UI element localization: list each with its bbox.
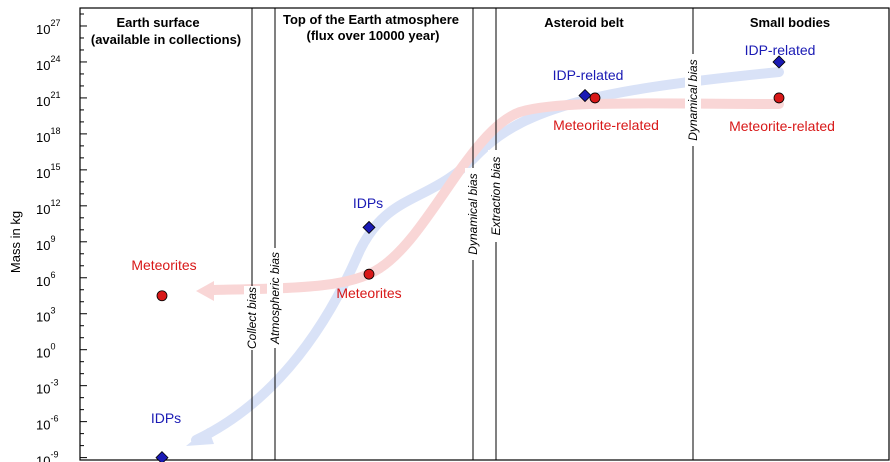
meteorite-flow-arrow (209, 98, 784, 295)
bias-label-atmospheric-text: Atmospheric bias (268, 252, 282, 345)
meteorite-marker (156, 290, 168, 302)
y-tick-label: 1021 (36, 90, 60, 109)
y-tick-label: 1012 (36, 198, 60, 217)
label-idp-related-small: IDP-related (745, 42, 816, 58)
idp-marker (772, 55, 786, 69)
bias-label-collect: Collect bias (244, 286, 260, 350)
bias-label-dynamical-2: Dynamical bias (685, 54, 701, 146)
bias-label-atmospheric: Atmospheric bias (267, 248, 283, 348)
idp-marker (578, 88, 592, 103)
bias-label-dynamical-1: Dynamical bias (465, 168, 481, 260)
label-meteorite-related-small: Meteorite-related (729, 118, 835, 134)
plot-frame (79, 7, 890, 461)
label-idps-atmosphere: IDPs (353, 195, 383, 211)
y-tick-label: 10-6 (36, 414, 58, 433)
region-title-earth-surface: Earth surface (116, 15, 199, 30)
label-idp-related-asteroid: IDP-related (553, 67, 624, 83)
y-axis-ticks: 1027 1024 1021 1018 1015 1012 109 106 103 100 10-3… (36, 13, 87, 462)
y-tick-label: 1015 (36, 162, 60, 181)
bias-label-extraction: Extraction bias (488, 150, 504, 242)
region-title-top-atmosphere: Top of the Earth atmosphere (283, 12, 459, 27)
bias-label-extraction-text: Extraction bias (489, 157, 503, 236)
label-meteorites-atmosphere: Meteorites (336, 285, 401, 301)
bias-label-collect-text: Collect bias (245, 287, 259, 349)
region-title-asteroid-belt: Asteroid belt (544, 15, 624, 30)
label-meteorite-related-asteroid: Meteorite-related (553, 117, 659, 133)
y-tick-label: 10-9 (36, 450, 58, 462)
y-tick-label: 1018 (36, 126, 60, 145)
y-tick-label: 103 (36, 306, 55, 325)
meteorite-marker (773, 92, 785, 104)
region-subtitle-top-atmosphere: (flux over 10000 year) (307, 28, 440, 43)
label-idps-earth: IDPs (151, 410, 181, 426)
idp-marker (362, 220, 376, 234)
y-axis-label: Mass in kg (8, 211, 23, 273)
meteorite-marker (589, 92, 601, 104)
y-tick-label: 109 (36, 234, 55, 253)
y-tick-label: 10-3 (36, 378, 58, 397)
idp-marker (155, 451, 169, 462)
bias-label-dynamical-1-text: Dynamical bias (466, 173, 480, 254)
region-subtitle-earth-surface: (available in collections) (91, 32, 241, 47)
idp-flow-arrowhead (186, 428, 214, 446)
bias-label-dynamical-2-text: Dynamical bias (686, 59, 700, 140)
y-tick-label: 1024 (36, 54, 60, 73)
label-meteorites-earth: Meteorites (131, 257, 196, 273)
meteorite-marker (363, 268, 375, 280)
y-tick-label: 100 (36, 342, 55, 361)
y-tick-label: 106 (36, 270, 55, 289)
data-markers (155, 55, 786, 462)
y-tick-label: 1027 (36, 18, 60, 37)
idp-flow-arrow (191, 67, 784, 445)
meteorite-flow-arrowhead (196, 281, 214, 301)
region-title-small-bodies: Small bodies (750, 15, 830, 30)
